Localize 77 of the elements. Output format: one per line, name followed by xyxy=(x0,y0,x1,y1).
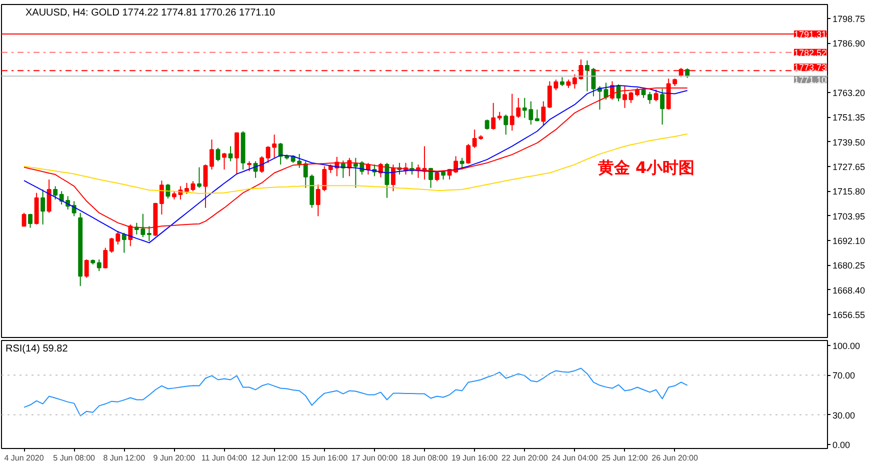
y-tick-label: 100.00 xyxy=(832,340,860,351)
x-tick-label: 8 Jun 12:00 xyxy=(103,454,146,462)
x-tick-label: 17 Jun 00:00 xyxy=(351,454,398,462)
candlestick xyxy=(184,182,189,194)
x-tick-label: 22 Jun 20:00 xyxy=(502,454,548,462)
x-tick-label: 5 Jun 08:00 xyxy=(53,454,96,462)
candlestick xyxy=(216,147,220,162)
ref-line-label: 1773.73 xyxy=(794,62,827,73)
annotation: 黄金 4小时图 xyxy=(596,158,695,178)
y-tick-label: 1727.65 xyxy=(832,162,866,172)
y-tick-label: 1763.20 xyxy=(832,88,866,98)
candlestick xyxy=(322,166,327,192)
y-tick-label: 1798.75 xyxy=(832,14,866,24)
y-tick-label: 1692.10 xyxy=(832,236,866,246)
y-tick-label: 0.00 xyxy=(832,440,850,450)
y-tick-label: 1668.40 xyxy=(832,285,866,296)
candlestick xyxy=(103,247,108,269)
candlestick xyxy=(247,160,252,172)
candlestick xyxy=(660,88,665,126)
candlestick xyxy=(53,186,58,200)
x-tick-label: 12 Jun 12:00 xyxy=(251,454,298,462)
candlestick xyxy=(28,213,33,228)
candlestick xyxy=(40,189,46,225)
candlestick xyxy=(491,102,496,130)
candlestick xyxy=(222,152,226,170)
candlestick xyxy=(628,91,634,104)
ref-line-label: 1771.10 xyxy=(794,75,827,86)
candlestick xyxy=(203,164,208,208)
candlestick xyxy=(541,100,546,126)
candlestick xyxy=(484,119,490,130)
candlestick xyxy=(391,164,396,192)
candlestick xyxy=(472,129,477,148)
candlestick xyxy=(384,162,390,198)
y-tick-label: 30.00 xyxy=(832,410,856,420)
candlestick xyxy=(228,146,233,162)
candlestick xyxy=(316,184,320,217)
y-tick-label: 1715.80 xyxy=(832,186,866,197)
y-tick-label: 1739.50 xyxy=(832,137,866,148)
y-tick-label: 1786.90 xyxy=(832,38,866,49)
x-tick-label: 4 Jun 2020 xyxy=(4,454,44,462)
candlestick xyxy=(466,143,471,164)
x-tick-label: 18 Jun 08:00 xyxy=(401,454,448,462)
y-tick-label: 1751.35 xyxy=(832,112,866,123)
candlestick xyxy=(159,180,164,215)
x-tick-label: 26 Jun 20:00 xyxy=(652,454,698,462)
candlestick xyxy=(96,258,102,272)
candlestick xyxy=(72,200,76,217)
candlestick xyxy=(22,212,26,227)
candlestick xyxy=(434,170,440,182)
ref-line-label: 1782.52 xyxy=(794,48,827,58)
candlestick xyxy=(146,226,152,242)
candlestick xyxy=(210,139,214,170)
chart-title: RSI(14) 59.82 xyxy=(6,344,68,354)
y-tick-label: 1680.25 xyxy=(832,260,866,271)
x-tick-label: 9 Jun 20:00 xyxy=(153,454,196,462)
y-tick-label: 1656.55 xyxy=(832,310,866,320)
candlestick xyxy=(504,114,508,136)
x-tick-label: 24 Jun 04:00 xyxy=(552,454,598,462)
candlestick xyxy=(260,156,264,174)
candlestick xyxy=(122,232,126,254)
chart-title: XAUUSD, H4: GOLD 1774.22 1774.81 1770.26 1771.10 xyxy=(26,8,276,18)
y-tick-label: 1703.95 xyxy=(832,211,866,222)
candlestick xyxy=(534,109,540,122)
candlestick xyxy=(648,91,652,104)
x-tick-label: 25 Jun 12:00 xyxy=(602,454,648,462)
x-tick-label: 11 Jun 04:00 xyxy=(201,454,248,462)
candlestick xyxy=(197,166,202,188)
line-series xyxy=(24,368,688,416)
candlestick xyxy=(190,180,196,192)
x-tick-label: 19 Jun 16:00 xyxy=(451,454,498,462)
y-tick-label: 70.00 xyxy=(832,370,856,381)
candlestick xyxy=(46,179,52,214)
ref-line-label: 1791.31 xyxy=(794,30,827,40)
candlestick xyxy=(460,157,464,170)
candlestick xyxy=(84,258,89,278)
candlestick xyxy=(166,183,170,199)
x-tick-label: 15 Jun 16:00 xyxy=(301,454,348,462)
